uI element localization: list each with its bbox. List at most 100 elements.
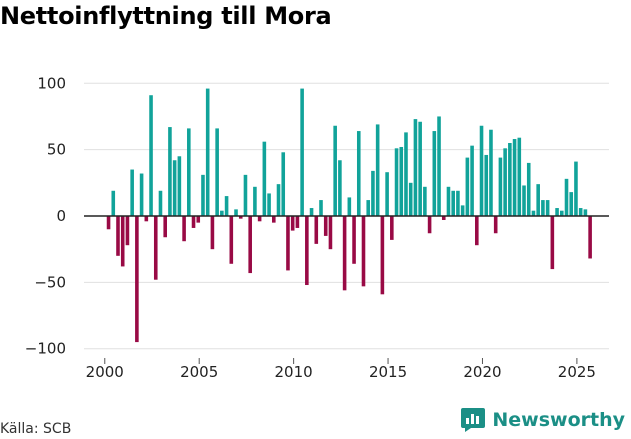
x-axis-ticks: 2000 2005 2010 2015 2020 2025: [86, 358, 596, 381]
bar: [158, 190, 163, 216]
bar: [536, 184, 540, 216]
bar: [182, 216, 186, 242]
bar: [281, 152, 286, 216]
bar: [375, 124, 380, 216]
bar: [437, 116, 441, 216]
bar: [130, 169, 134, 216]
bar: [404, 132, 408, 216]
bar: [385, 172, 389, 216]
bar: [120, 216, 125, 267]
bar: [356, 131, 361, 216]
bar: [352, 216, 356, 264]
bar: [418, 121, 422, 216]
bar: [583, 209, 588, 216]
bar: [314, 216, 319, 244]
bar: [479, 125, 484, 216]
bar: [305, 216, 309, 286]
bar: [342, 216, 347, 291]
bar: [512, 139, 517, 216]
bar: [111, 190, 116, 216]
bar: [300, 88, 304, 216]
bar: [139, 173, 144, 216]
bar: [172, 160, 177, 216]
bar: [555, 208, 559, 216]
bar: [234, 209, 238, 216]
bar: [253, 186, 257, 216]
bar: [205, 88, 210, 216]
bar: [413, 119, 418, 216]
bar: [361, 216, 366, 287]
bar: [531, 210, 536, 216]
x-tick-label: 2010: [275, 363, 313, 381]
y-tick-label: 100: [37, 74, 66, 92]
bar: [338, 160, 342, 216]
bar: [215, 128, 219, 216]
bar: [446, 186, 451, 216]
bar: [187, 128, 191, 216]
bar: [475, 216, 479, 246]
bar: [229, 216, 234, 264]
y-tick-label: 0: [56, 207, 66, 225]
x-tick-label: 2020: [463, 363, 501, 381]
bar: [276, 184, 281, 216]
bar: [366, 200, 371, 216]
bar: [153, 216, 158, 280]
bar: [196, 216, 201, 223]
bar: [323, 216, 328, 236]
bar: [456, 190, 460, 216]
y-axis-ticks: 100 50 0 −50 −100: [25, 74, 66, 357]
bar: [286, 216, 290, 271]
bar: [290, 216, 295, 231]
bar: [465, 157, 470, 216]
bar: [559, 210, 564, 216]
x-tick-label: 2025: [558, 363, 596, 381]
bar: [432, 131, 437, 216]
bar: [262, 141, 267, 216]
bar: [257, 216, 262, 222]
bar: [498, 157, 503, 216]
bar: [460, 205, 465, 216]
newsworthy-icon: [461, 408, 486, 432]
bar: [423, 186, 427, 216]
bar: [333, 125, 337, 216]
bar: [569, 192, 574, 216]
bar: [163, 216, 167, 238]
bar: [380, 216, 385, 295]
x-tick-label: 2005: [180, 363, 218, 381]
bar: [489, 129, 493, 216]
bar: [493, 216, 498, 234]
bar: [319, 200, 323, 216]
bar: [588, 216, 592, 259]
bar: [267, 193, 271, 216]
bar: [394, 148, 399, 216]
bars: [106, 88, 592, 343]
bar: [149, 95, 153, 216]
bar: [347, 197, 352, 216]
bar: [371, 170, 375, 216]
source-note: Källa: SCB: [0, 421, 72, 437]
bar: [201, 174, 205, 216]
bar: [484, 154, 489, 216]
bar: [125, 216, 130, 246]
y-tick-label: −50: [34, 273, 66, 291]
bar: [135, 216, 139, 343]
bar: [238, 216, 243, 219]
bar: [541, 200, 545, 216]
newsworthy-logo[interactable]: Newsworthy: [460, 407, 625, 433]
bar: [574, 161, 578, 216]
bar: [399, 146, 404, 216]
x-tick-label: 2015: [369, 363, 407, 381]
bar: [106, 216, 111, 230]
bar: [564, 178, 569, 216]
bar: [545, 200, 550, 216]
bar: [271, 216, 276, 223]
bar: [441, 216, 446, 220]
bar: [517, 137, 522, 216]
bar: [224, 196, 229, 216]
bar: [522, 185, 526, 216]
bar: [503, 148, 507, 216]
bar: [177, 156, 182, 216]
bar: [578, 208, 583, 216]
y-tick-label: 50: [47, 141, 66, 159]
